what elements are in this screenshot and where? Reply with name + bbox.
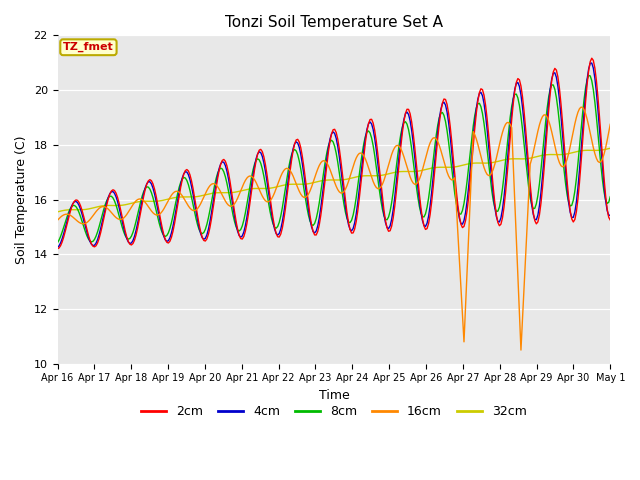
Text: TZ_fmet: TZ_fmet xyxy=(63,42,114,52)
X-axis label: Time: Time xyxy=(319,389,349,402)
Legend: 2cm, 4cm, 8cm, 16cm, 32cm: 2cm, 4cm, 8cm, 16cm, 32cm xyxy=(136,400,532,423)
Y-axis label: Soil Temperature (C): Soil Temperature (C) xyxy=(15,135,28,264)
Title: Tonzi Soil Temperature Set A: Tonzi Soil Temperature Set A xyxy=(225,15,443,30)
